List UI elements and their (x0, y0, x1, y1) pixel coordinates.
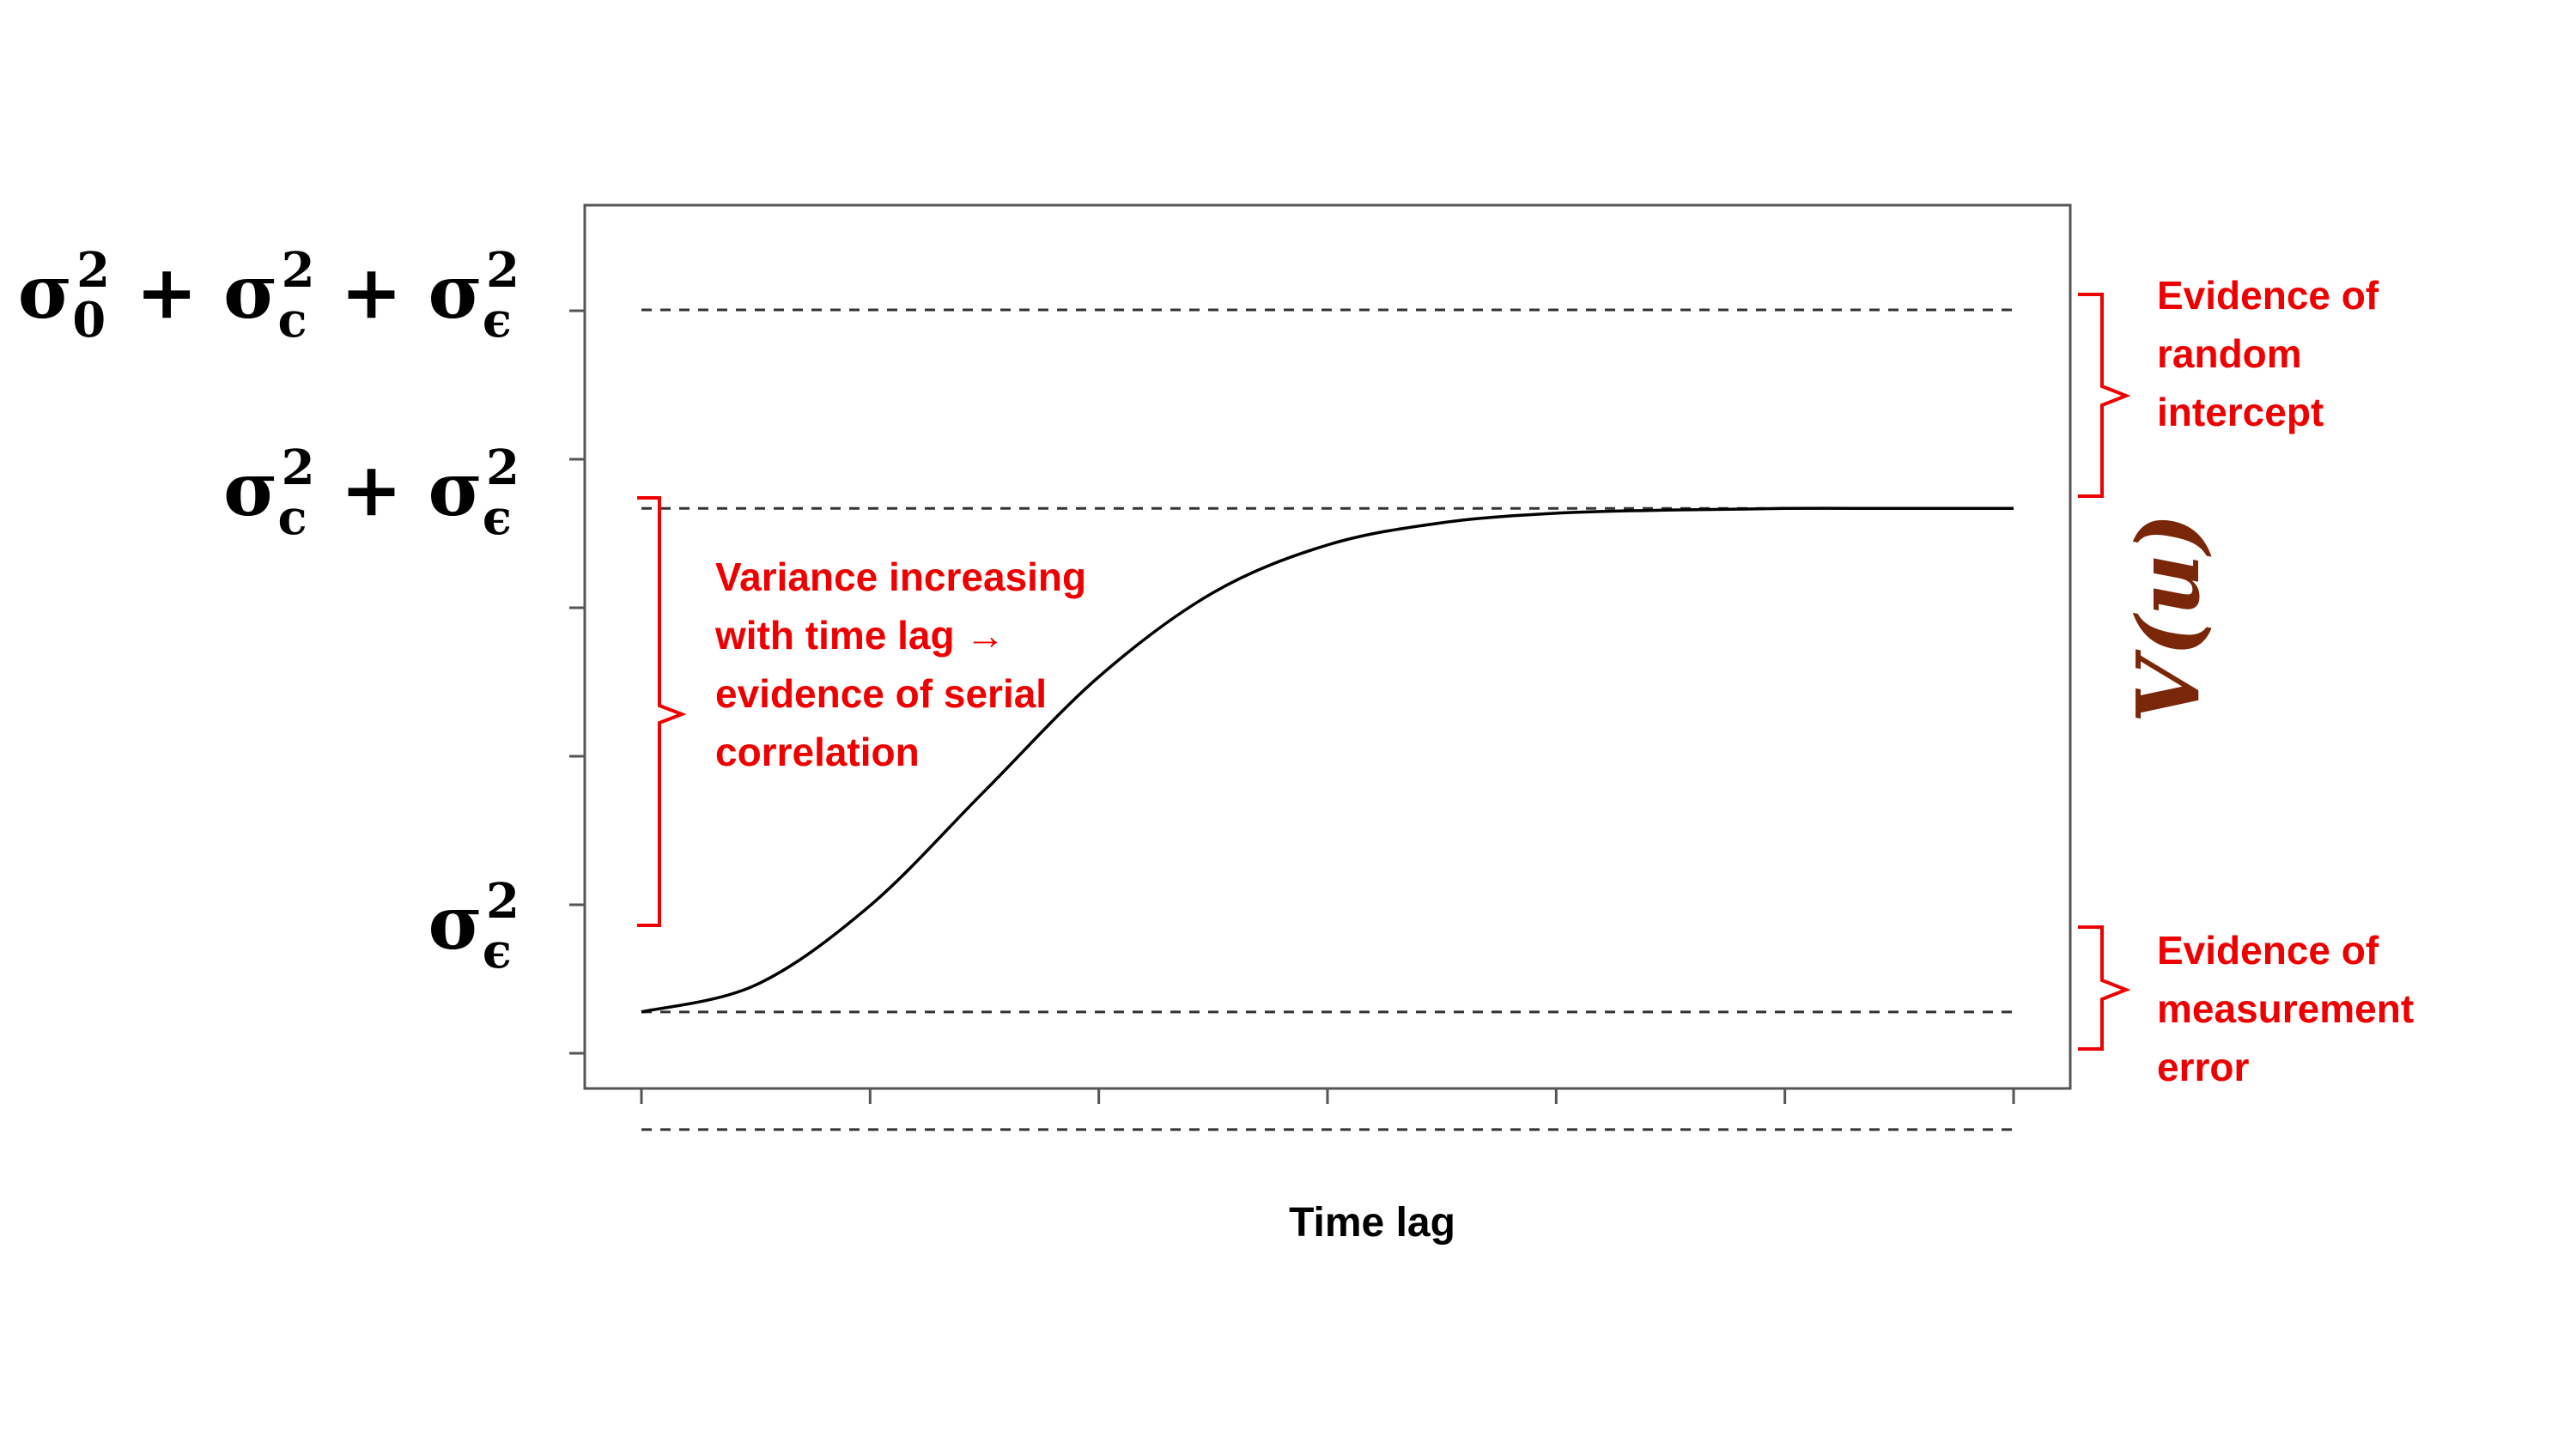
brace-random-intercept (2078, 293, 2131, 498)
variance-curve (641, 506, 2014, 1014)
annotation-random-intercept: Evidence of random intercept (2157, 273, 2390, 434)
annotation-serial-correlation: Variance increasing with time lag → evid… (714, 555, 1097, 774)
brace-measurement-error (2078, 925, 2131, 1051)
ylabel-total-variance: σ02 + σc2 + σϵ2 (18, 242, 519, 349)
ylabel-serial-plus-error: σc2 + σϵ2 (223, 440, 519, 546)
x-axis-title: Time lag (1289, 1200, 1455, 1246)
ylabel-error: σϵ2 (428, 873, 520, 979)
y-axis-title: V(u) (2117, 513, 2219, 724)
brace-serial-correlation (637, 496, 687, 927)
axis-ticks (569, 309, 2015, 1104)
annotation-measurement-error: Evidence of measurement error (2157, 928, 2425, 1089)
reference-lines (641, 308, 2014, 1131)
